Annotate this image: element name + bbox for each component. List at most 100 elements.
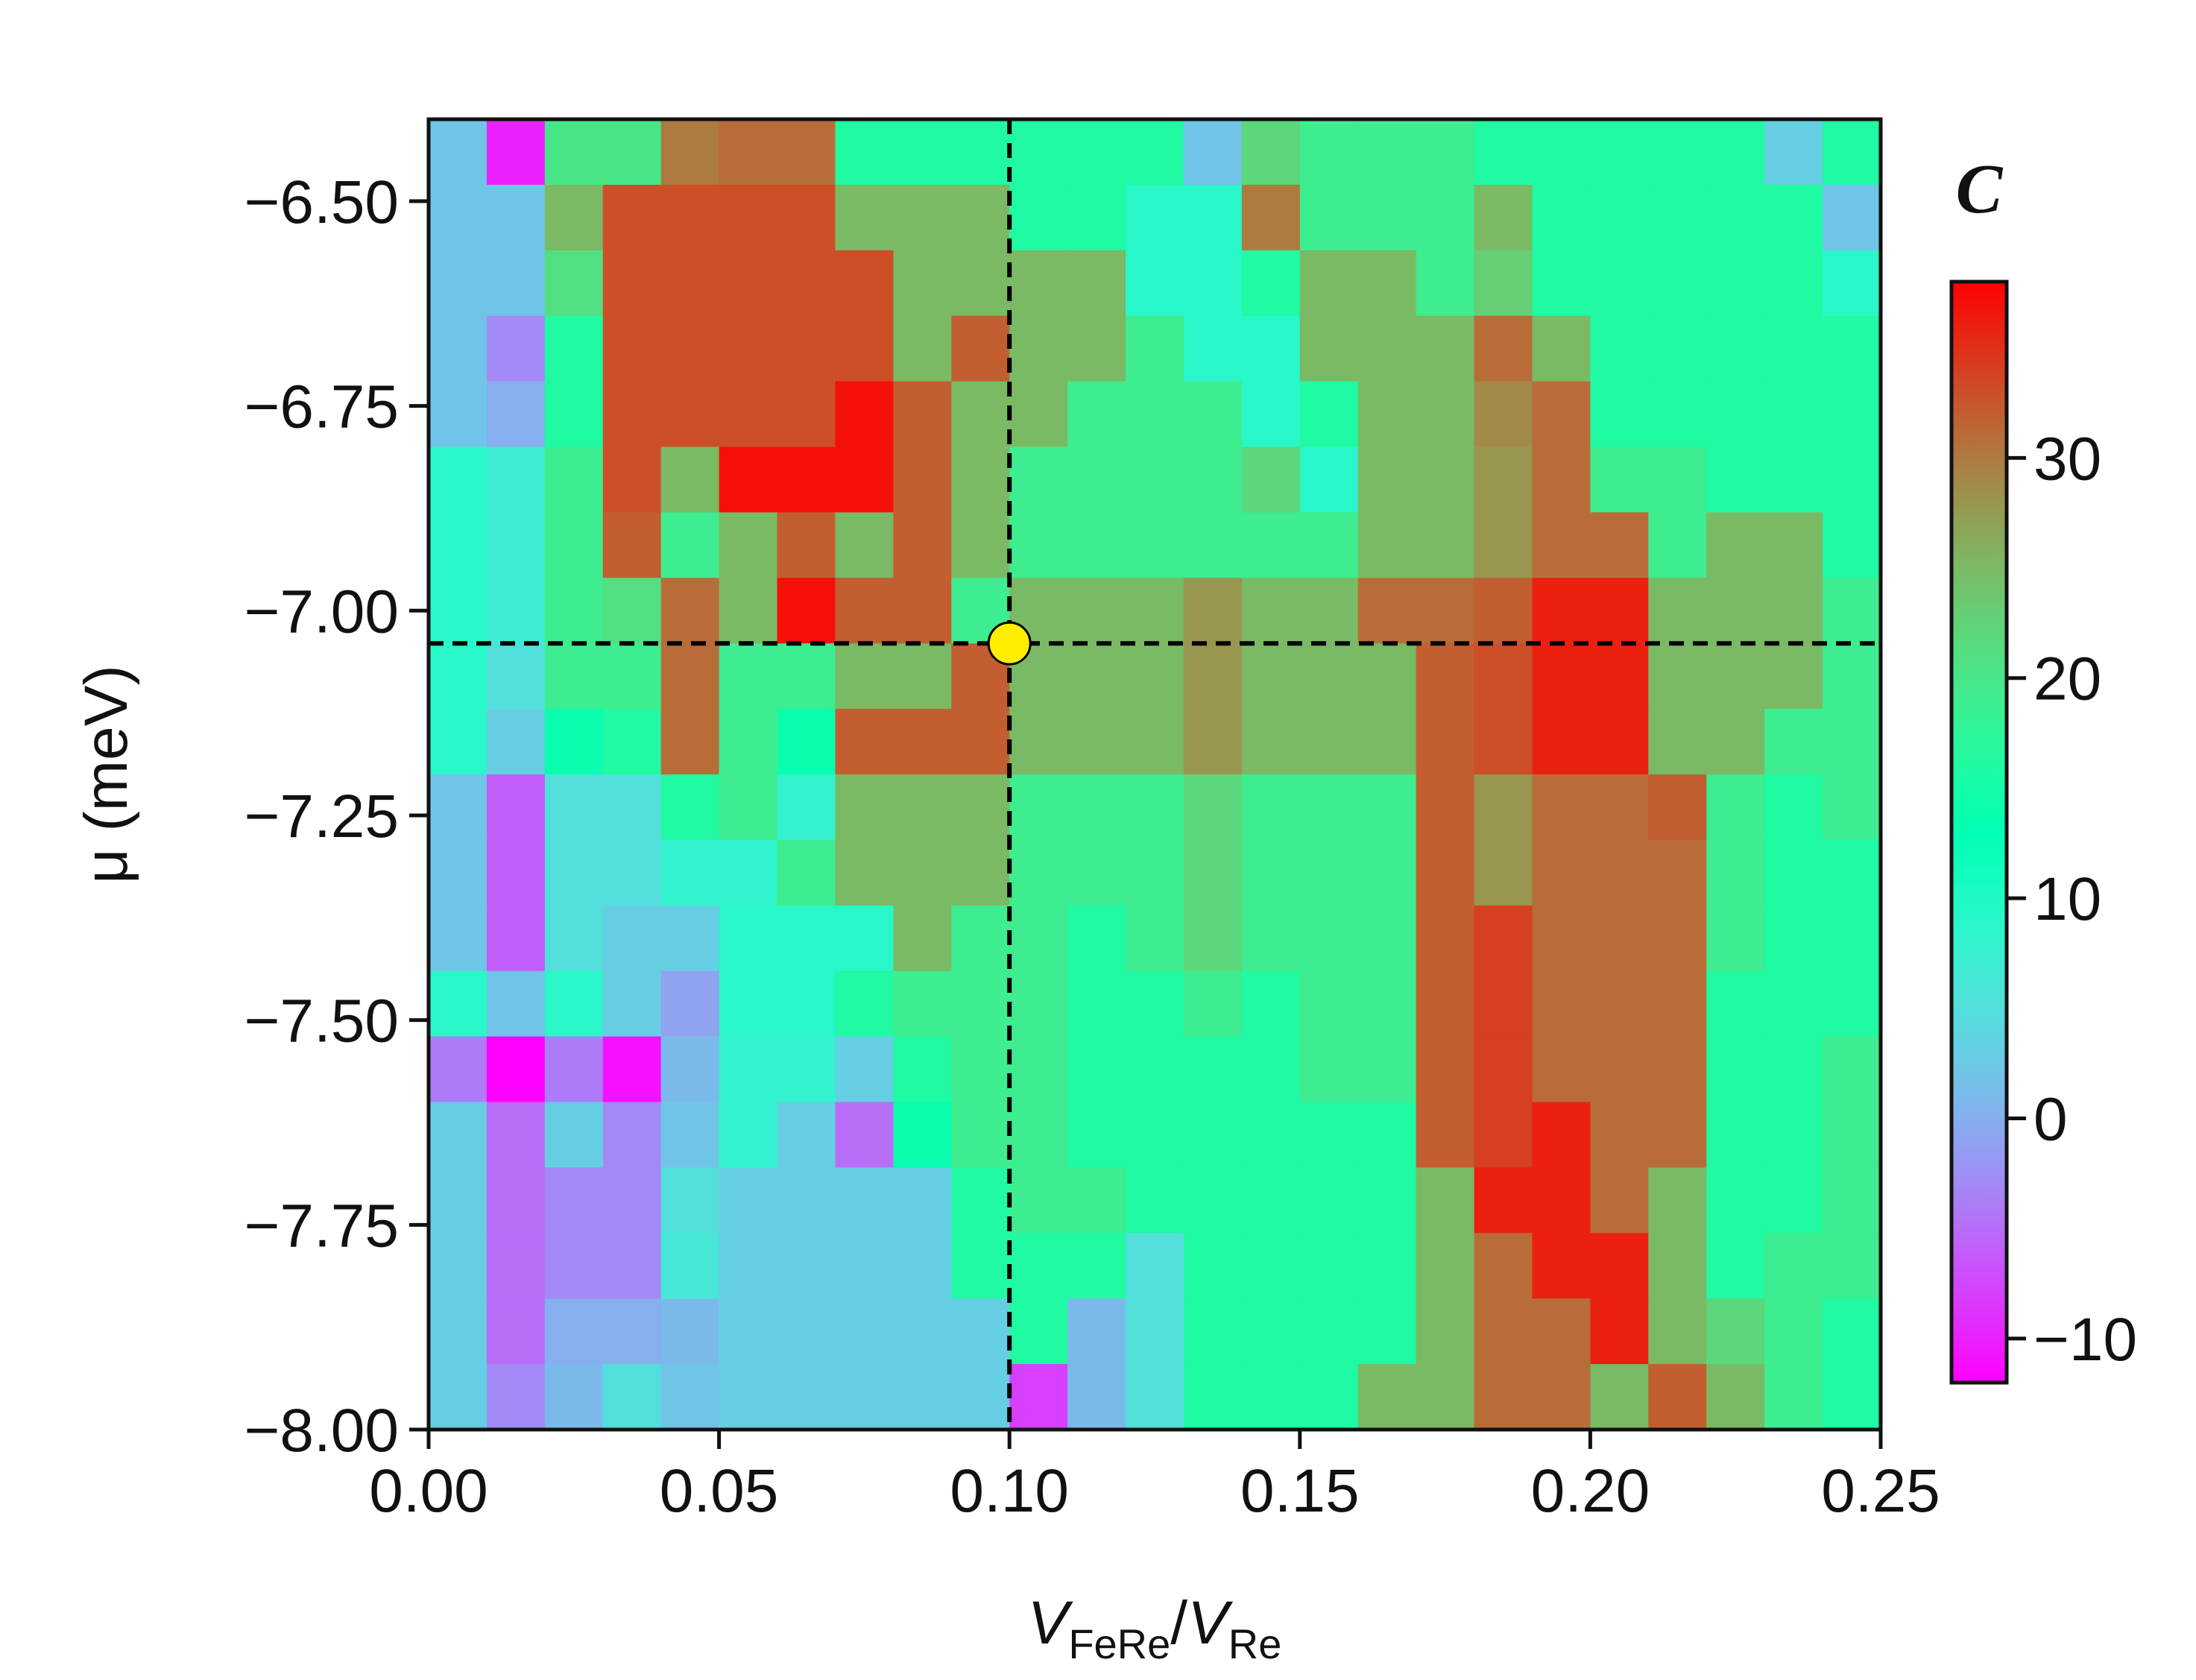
heatmap-cell [1241, 1364, 1301, 1430]
heatmap-cell [486, 512, 546, 579]
heatmap-cell [660, 970, 720, 1038]
heatmap-cell [1241, 1036, 1301, 1103]
y-tick-label: −7.25 [244, 783, 399, 850]
heatmap-cell [429, 1036, 488, 1103]
heatmap-cell [1474, 839, 1533, 906]
heatmap-cell [1764, 446, 1823, 514]
heatmap-cell [429, 578, 488, 644]
heatmap-cell [660, 446, 720, 514]
heatmap-cell [1706, 512, 1765, 579]
heatmap-cell [660, 1167, 720, 1234]
heatmap-cell [1474, 250, 1533, 317]
heatmap-cell [1357, 1102, 1417, 1169]
heatmap-cell [1183, 643, 1243, 710]
heatmap-cell [1823, 709, 1881, 775]
heatmap-cell [544, 643, 604, 710]
heatmap-cell [951, 709, 1010, 775]
heatmap-cell [1357, 446, 1417, 514]
heatmap-cell [1590, 643, 1650, 710]
heatmap-cell [1183, 1167, 1243, 1234]
heatmap-cell [835, 1298, 895, 1365]
heatmap-cell [1474, 643, 1533, 710]
heatmap-cell [1009, 446, 1068, 514]
heatmap-cell [1357, 512, 1417, 579]
heatmap-cell [777, 1036, 836, 1103]
heatmap-cell [429, 1167, 488, 1234]
heatmap-cell [1532, 250, 1591, 317]
heatmap-cell [1764, 643, 1823, 710]
heatmap-cell [1067, 709, 1126, 775]
heatmap-cell [1823, 1102, 1881, 1169]
heatmap-cell [951, 839, 1010, 906]
heatmap-cell [486, 184, 546, 251]
heatmap-cell [1590, 1167, 1650, 1234]
heatmap-cell [835, 1167, 895, 1234]
heatmap-cell [719, 184, 778, 251]
heatmap-cell [1474, 709, 1533, 775]
heatmap-cell [1474, 970, 1533, 1038]
heatmap-cell [1357, 774, 1417, 841]
heatmap-cell [1474, 184, 1533, 251]
heatmap-cell [660, 250, 720, 317]
heatmap-cell [1183, 119, 1243, 186]
heatmap-cell [1299, 315, 1359, 382]
heatmap-cell [777, 446, 836, 514]
heatmap-cell [544, 1298, 604, 1365]
heatmap-cell [1126, 250, 1184, 317]
heatmap-cell [544, 1036, 604, 1103]
heatmap-cell [1067, 643, 1126, 710]
heatmap-cell [777, 709, 836, 775]
heatmap-cell [777, 250, 836, 317]
heatmap-cell [893, 250, 953, 317]
heatmap-cell [1067, 905, 1126, 972]
heatmap-cell [1823, 839, 1881, 906]
heatmap-cell [1357, 184, 1417, 251]
heatmap-cell [893, 1036, 953, 1103]
heatmap-cell [893, 381, 953, 448]
heatmap-cell [719, 446, 778, 514]
heatmap-cell [486, 1102, 546, 1169]
heatmap-cell [1009, 709, 1068, 775]
heatmap-cell [429, 643, 488, 710]
heatmap-cell [544, 446, 604, 514]
heatmap-cell [835, 839, 895, 906]
heatmap-cell [1067, 578, 1126, 644]
heatmap-cell [1067, 250, 1126, 317]
heatmap-cell [1009, 1036, 1068, 1103]
heatmap-cell [1532, 1102, 1591, 1169]
heatmap-cell [951, 381, 1010, 448]
heatmap-cell [719, 250, 778, 317]
heatmap-cell [1416, 643, 1475, 710]
y-tick-label: −6.50 [244, 168, 399, 236]
heatmap-cell [719, 381, 778, 448]
heatmap-cell [1474, 1364, 1533, 1430]
colorbar-tick-label: 10 [2033, 865, 2101, 933]
heatmap-cell [1416, 1102, 1475, 1169]
heatmap-cell [544, 250, 604, 317]
heatmap-cell [1416, 315, 1475, 382]
heatmap-cell [1183, 1298, 1243, 1365]
heatmap-cell [1126, 970, 1184, 1038]
heatmap-cell [1532, 512, 1591, 579]
heatmap-cell [486, 446, 546, 514]
heatmap-cell [1357, 643, 1417, 710]
colorbar-tick-label: −10 [2033, 1306, 2137, 1374]
heatmap-cell [835, 578, 895, 644]
heatmap-cell [1241, 578, 1301, 644]
heatmap-cell [1357, 250, 1417, 317]
heatmap-cell [1648, 1233, 1708, 1299]
heatmap-cell [1823, 578, 1881, 644]
heatmap-cell [951, 119, 1010, 186]
heatmap-cell [1474, 1167, 1533, 1234]
heatmap-cell [429, 905, 488, 972]
heatmap-cell [1241, 381, 1301, 448]
heatmap-cell [1416, 512, 1475, 579]
heatmap-cell [1416, 381, 1475, 448]
x-title-v1: V [1028, 1589, 1074, 1657]
heatmap-cell [1532, 709, 1591, 775]
heatmap-cell [429, 1364, 488, 1430]
heatmap-cell [1648, 250, 1708, 317]
heatmap-cell [1009, 1233, 1068, 1299]
heatmap-cell [1532, 315, 1591, 382]
colorbar-ticks: −10 0 10 20 30 [2007, 425, 2137, 1374]
